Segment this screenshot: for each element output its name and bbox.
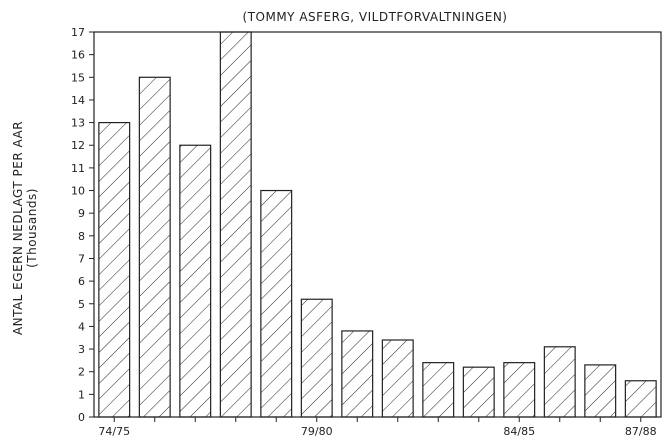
y-tick-label: 3 xyxy=(78,343,85,356)
bar xyxy=(98,121,131,418)
plot-frame xyxy=(93,31,662,418)
y-tick-label: 8 xyxy=(78,230,85,243)
bar xyxy=(624,380,657,418)
y-axis-label-group: ANTAL EGERN NEDLAGT PER AAR (Thousands) xyxy=(11,121,39,335)
y-tick-label: 4 xyxy=(78,320,85,333)
bar xyxy=(341,330,374,418)
y-tick-label: 0 xyxy=(78,411,85,424)
bar xyxy=(462,366,495,418)
bar xyxy=(179,144,212,418)
y-tick-label: 17 xyxy=(71,26,85,39)
bar xyxy=(138,76,171,418)
y-tick-label: 13 xyxy=(71,117,85,130)
bar xyxy=(584,364,617,418)
y-axis-unit-label: (Thousands) xyxy=(25,188,39,268)
bar xyxy=(300,298,333,418)
y-tick-label: 10 xyxy=(71,185,85,198)
y-tick-label: 5 xyxy=(78,298,85,311)
y-tick-label: 11 xyxy=(71,162,85,175)
y-tick-label: 7 xyxy=(78,252,85,265)
y-tick-label: 12 xyxy=(71,139,85,152)
y-tick-label: 1 xyxy=(78,388,85,401)
bar xyxy=(381,339,414,418)
x-tick-label: 74/75 xyxy=(98,425,130,438)
bar xyxy=(543,346,576,418)
y-tick-label: 2 xyxy=(78,366,85,379)
x-tick-label: 79/80 xyxy=(301,425,333,438)
chart-title: (TOMMY ASFERG, VILDTFORVALTNINGEN) xyxy=(243,10,508,24)
y-tick-label: 14 xyxy=(71,94,85,107)
bar xyxy=(503,362,536,418)
bar xyxy=(422,362,455,418)
bar xyxy=(219,31,252,418)
y-tick-label: 6 xyxy=(78,275,85,288)
y-axis-label: ANTAL EGERN NEDLAGT PER AAR xyxy=(11,121,25,335)
y-tick-label: 16 xyxy=(71,49,85,62)
bar xyxy=(260,189,293,418)
y-tick-label: 9 xyxy=(78,207,85,220)
x-tick-label: 84/85 xyxy=(503,425,535,438)
x-tick-label: 87/88 xyxy=(625,425,657,438)
y-tick-label: 15 xyxy=(71,71,85,84)
